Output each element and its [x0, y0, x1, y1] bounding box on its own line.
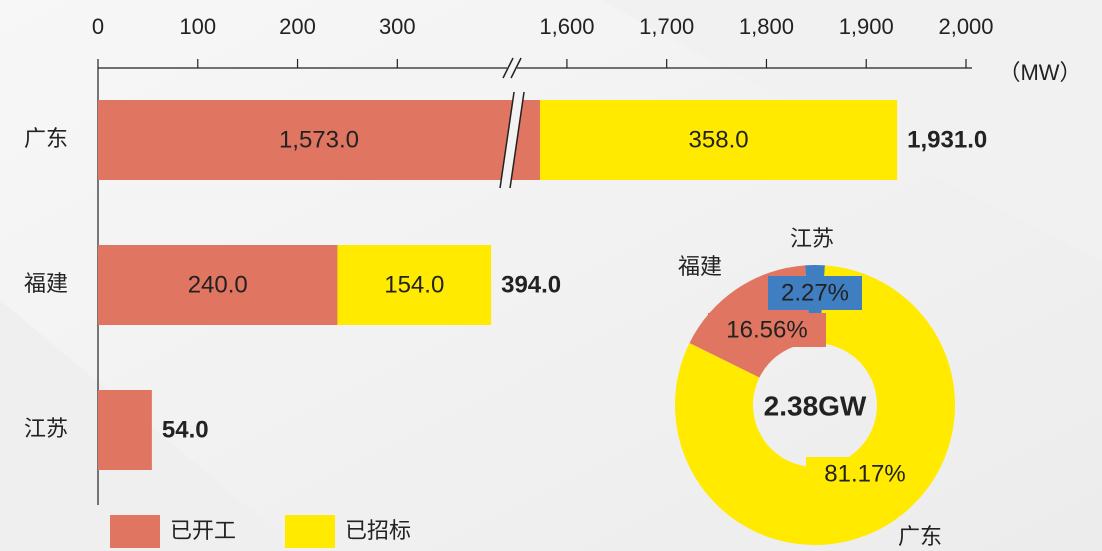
x-axis-unit: （MW）	[998, 60, 1081, 85]
y-tick-label: 福建	[24, 271, 68, 296]
bar	[98, 100, 540, 180]
bar	[337, 245, 492, 325]
bar-value-label: 240.0	[188, 271, 248, 298]
donut-label-box	[806, 457, 924, 491]
x-tick-label: 1,800	[739, 14, 794, 39]
bar-value-label: 1,573.0	[279, 126, 359, 153]
donut-label-box	[708, 313, 826, 347]
x-tick-label: 100	[179, 14, 216, 39]
bar-total-label: 1,931.0	[907, 126, 987, 153]
x-tick-label: 2,000	[938, 14, 993, 39]
x-tick-label: 1,600	[539, 14, 594, 39]
legend-label: 已招标	[345, 518, 411, 543]
x-tick-label: 300	[379, 14, 416, 39]
donut-center-label: 2.38GW	[764, 390, 867, 421]
donut-value-label: 81.17%	[824, 460, 905, 487]
bar	[98, 245, 338, 325]
donut-category-label: 福建	[678, 254, 722, 279]
donut-value-label: 2.27%	[781, 279, 849, 306]
donut-category-label: 江苏	[790, 226, 834, 251]
bar-break-mark	[499, 91, 515, 189]
bar-total-label: 54.0	[162, 416, 209, 443]
axis-break-mark	[502, 57, 514, 79]
legend-swatch	[110, 515, 160, 548]
bar-value-label: 154.0	[384, 271, 444, 298]
x-tick-label: 1,700	[639, 14, 694, 39]
x-tick-label: 0	[92, 14, 104, 39]
donut-value-label: 16.56%	[726, 316, 807, 343]
axis-break-mark	[510, 57, 522, 79]
donut-category-label: 广东	[898, 524, 942, 549]
bar	[539, 100, 898, 180]
y-tick-label: 广东	[24, 126, 68, 151]
bar	[98, 390, 152, 470]
legend-label: 已开工	[170, 518, 236, 543]
x-tick-label: 1,900	[839, 14, 894, 39]
bar-break-mark	[509, 91, 525, 189]
bar-total-label: 394.0	[501, 271, 561, 298]
donut-label-box	[768, 276, 862, 310]
legend-swatch	[285, 515, 335, 548]
bar-break	[500, 92, 525, 188]
x-tick-label: 200	[279, 14, 316, 39]
bar-value-label: 358.0	[689, 126, 749, 153]
y-tick-label: 江苏	[24, 416, 68, 441]
